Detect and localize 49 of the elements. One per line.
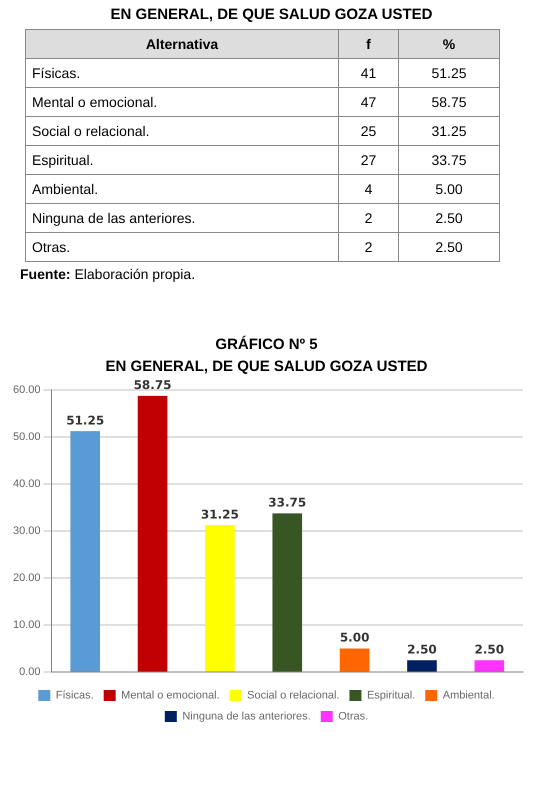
text: Espiritual. — [26, 146, 338, 174]
y-tick-label: 0.00 — [19, 666, 41, 678]
data-label: 58.75 — [134, 378, 172, 392]
text: 5.00 — [398, 174, 500, 204]
text: Mental o emocional. — [26, 88, 338, 116]
legend-label: Ambiental. — [442, 690, 495, 702]
data-label: 5.00 — [340, 630, 370, 645]
text: 33.75 — [398, 146, 500, 174]
data-label: 33.75 — [268, 496, 306, 510]
text: 2 — [338, 204, 399, 232]
data-label: 2.50 — [407, 642, 437, 656]
text: 41 — [338, 58, 399, 88]
legend-label: Físicas. — [56, 690, 94, 702]
legend-label: Otras. — [338, 710, 368, 723]
text: 47 — [338, 88, 399, 116]
y-tick-label: 30.00 — [12, 525, 41, 538]
legend-label: Social o relacional. — [247, 690, 340, 702]
text: 27 — [338, 146, 399, 174]
text: 4 — [338, 174, 399, 204]
data-label: 31.25 — [200, 507, 239, 522]
y-tick-label: 40.00 — [12, 478, 41, 490]
text: Ninguna de las anteriores. — [26, 204, 338, 232]
text: Social o relacional. — [26, 116, 338, 146]
text: 31.25 — [398, 116, 500, 146]
legend-label: Ninguna de las anteriores. — [182, 710, 311, 723]
chart-subtitle: EN GENERAL, DE QUE SALUD GOZA USTED — [106, 358, 428, 376]
text: Físicas. — [26, 58, 338, 88]
text: 2.50 — [398, 232, 500, 262]
text: Alternativa — [26, 30, 338, 58]
legend-label: Espiritual. — [366, 690, 416, 702]
text: 51.25 — [398, 58, 500, 88]
text: 58.75 — [398, 88, 500, 116]
y-tick-label: 60.00 — [12, 384, 41, 396]
text: Otras. — [26, 232, 338, 262]
y-tick-label: 20.00 — [12, 572, 41, 584]
source-note: Fuente: Elaboración propia. — [20, 266, 196, 282]
y-tick-label: 10.00 — [12, 619, 41, 632]
text: 2 — [338, 232, 399, 262]
data-label: 51.25 — [66, 413, 104, 428]
data-label: 2.50 — [474, 642, 504, 656]
chart-title: GRÁFICO Nº 5 — [215, 335, 318, 354]
text: Ambiental. — [26, 174, 338, 204]
text: EN GENERAL, DE QUE SALUD GOZA USTED — [110, 6, 434, 23]
text: f — [338, 30, 399, 58]
text: % — [398, 30, 500, 58]
text: 2.50 — [398, 204, 500, 232]
y-tick-label: 50.00 — [12, 431, 41, 444]
text: 25 — [338, 116, 399, 146]
legend-label: Mental o emocional. — [121, 690, 220, 702]
